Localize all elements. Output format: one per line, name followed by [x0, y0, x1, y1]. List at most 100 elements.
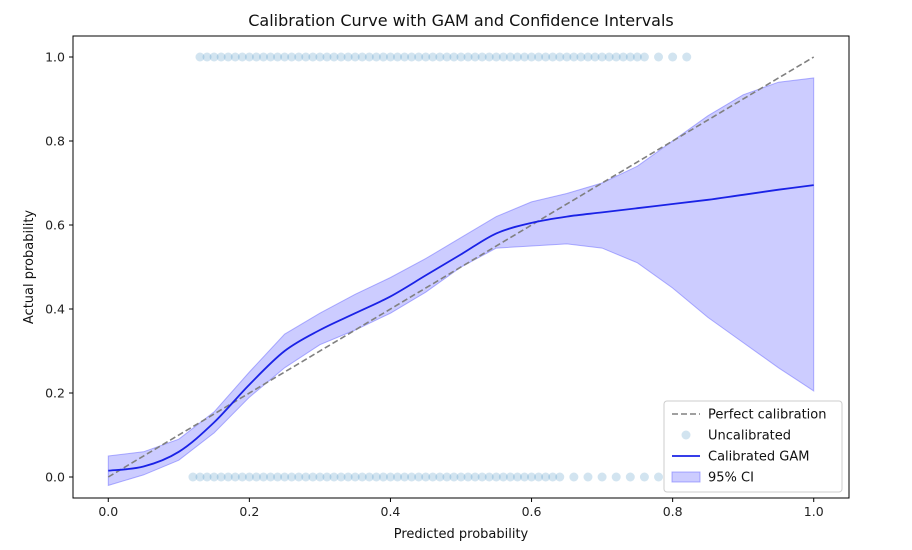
scatter-point: [258, 52, 268, 62]
scatter-point: [357, 52, 367, 62]
y-axis-label: Actual probability: [22, 210, 37, 325]
y-tick-label: 1.0: [45, 50, 65, 65]
scatter-point: [534, 52, 544, 62]
scatter-point: [266, 52, 276, 62]
scatter-point: [435, 52, 445, 62]
scatter-point: [534, 472, 544, 482]
scatter-point: [470, 472, 480, 482]
legend-swatch-uncalibrated: [681, 430, 691, 440]
scatter-point: [625, 472, 635, 482]
scatter-point: [414, 472, 424, 482]
scatter-point: [301, 472, 311, 482]
scatter-point: [618, 52, 628, 62]
scatter-point: [223, 52, 233, 62]
scatter-point: [251, 472, 261, 482]
scatter-point: [435, 472, 445, 482]
scatter-point: [428, 52, 438, 62]
x-tick-label: 0.4: [381, 504, 401, 519]
scatter-point: [505, 52, 515, 62]
axes-frame: [72, 35, 850, 499]
scatter-point: [414, 52, 424, 62]
scatter-point: [512, 472, 522, 482]
gam-curve: [108, 184, 814, 472]
plot-area: [107, 52, 815, 487]
scatter-point: [273, 472, 283, 482]
chart-title: Calibration Curve with GAM and Confidenc…: [248, 11, 674, 30]
scatter-point: [287, 472, 297, 482]
x-tick-label: 0.8: [663, 504, 683, 519]
scatter-point: [230, 472, 240, 482]
scatter-point: [541, 52, 551, 62]
scatter-point: [682, 52, 692, 62]
scatter-point: [484, 52, 494, 62]
scatter-point: [315, 52, 325, 62]
scatter-point: [421, 472, 431, 482]
scatter-point: [308, 472, 318, 482]
x-tick-label: 0.0: [98, 504, 118, 519]
scatter-point: [223, 472, 233, 482]
scatter-point: [237, 52, 247, 62]
scatter-point: [195, 472, 205, 482]
scatter-point: [519, 52, 529, 62]
scatter-point: [237, 472, 247, 482]
scatter-point: [590, 52, 600, 62]
scatter-point: [301, 52, 311, 62]
scatter-point: [597, 472, 607, 482]
scatter-point: [555, 52, 565, 62]
scatter-point: [350, 52, 360, 62]
scatter-point: [202, 52, 212, 62]
scatter-point: [527, 52, 537, 62]
scatter-point: [477, 472, 487, 482]
scatter-point: [456, 52, 466, 62]
scatter-point: [329, 472, 339, 482]
plot-content: [107, 52, 815, 487]
scatter-point: [244, 52, 254, 62]
scatter-point: [385, 472, 395, 482]
x-tick-label: 1.0: [804, 504, 824, 519]
scatter-point: [280, 52, 290, 62]
scatter-point: [597, 52, 607, 62]
legend: Perfect calibration Uncalibrated Calibrate…: [663, 400, 843, 493]
scatter-point: [484, 472, 494, 482]
scatter-point: [400, 472, 410, 482]
y-tick-label: 0.0: [45, 470, 65, 485]
scatter-point: [266, 472, 276, 482]
scatter-point: [343, 472, 353, 482]
scatter-point: [188, 472, 198, 482]
scatter-point: [393, 472, 403, 482]
scatter-point: [209, 52, 219, 62]
scatter-point: [611, 472, 621, 482]
scatter-point: [470, 52, 480, 62]
scatter-point: [548, 472, 558, 482]
y-tick-label: 0.2: [45, 386, 65, 401]
scatter-point: [308, 52, 318, 62]
scatter-point: [611, 52, 621, 62]
legend-label: Perfect calibration: [708, 408, 826, 423]
y-tick-label: 0.4: [45, 302, 65, 317]
scatter-point: [449, 472, 459, 482]
legend-label: Calibrated GAM: [708, 450, 810, 465]
scatter-point: [463, 472, 473, 482]
scatter-point: [364, 52, 374, 62]
axes: 0.0 0.2 0.4 0.6 0.8 1.0 0.0 0.2 0.4 0.6 0.8 1.0: [45, 35, 850, 519]
scatter-point: [463, 52, 473, 62]
scatter-point: [202, 472, 212, 482]
scatter-point: [195, 52, 205, 62]
scatter-point: [491, 52, 501, 62]
x-tick-label: 0.6: [522, 504, 542, 519]
scatter-point: [639, 472, 649, 482]
scatter-point: [329, 52, 339, 62]
scatter-point: [604, 52, 614, 62]
scatter-point: [625, 52, 635, 62]
scatter-point: [287, 52, 297, 62]
scatter-point: [421, 52, 431, 62]
y-tick-label: 0.6: [45, 218, 65, 233]
scatter-point: [280, 472, 290, 482]
scatter-point: [654, 52, 664, 62]
scatter-point: [576, 52, 586, 62]
scatter-point: [343, 52, 353, 62]
perfect-calibration-line: [107, 56, 815, 478]
scatter-point: [541, 472, 551, 482]
scatter-point: [442, 52, 452, 62]
